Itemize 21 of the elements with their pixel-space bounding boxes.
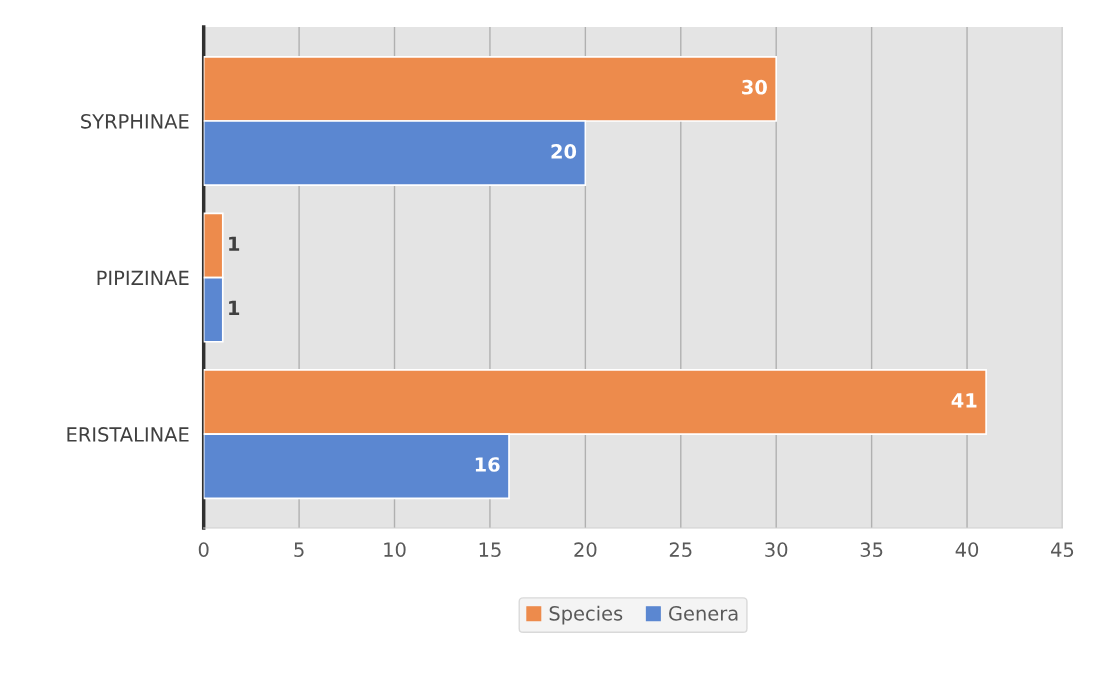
data-label: 20 (551, 144, 577, 159)
x-tick-label: 0 (198, 542, 209, 557)
y-tick-label: ERISTALINAE (67, 427, 189, 442)
x-tick-label: 10 (384, 542, 406, 557)
legend-label: Genera (669, 606, 738, 621)
x-tick-label: 45 (1051, 542, 1074, 557)
data-label: 1 (229, 300, 240, 316)
x-tick-label: 5 (294, 542, 304, 557)
data-label: 41 (951, 393, 977, 408)
x-tick-label: 25 (669, 542, 692, 557)
data-label: 16 (475, 457, 500, 472)
x-tick-label: 30 (765, 542, 788, 557)
legend-label: Species (549, 605, 623, 625)
y-tick-label: SYRPHINAE (81, 113, 189, 129)
x-tick-label: 35 (860, 542, 883, 557)
data-label: 1 (229, 236, 240, 251)
x-tick-label: 40 (955, 542, 979, 557)
x-tick-label: 15 (479, 542, 501, 557)
x-tick-label: 20 (574, 542, 597, 557)
y-tick-label: PIPIZINAE (97, 270, 189, 285)
data-label: 30 (742, 79, 767, 95)
